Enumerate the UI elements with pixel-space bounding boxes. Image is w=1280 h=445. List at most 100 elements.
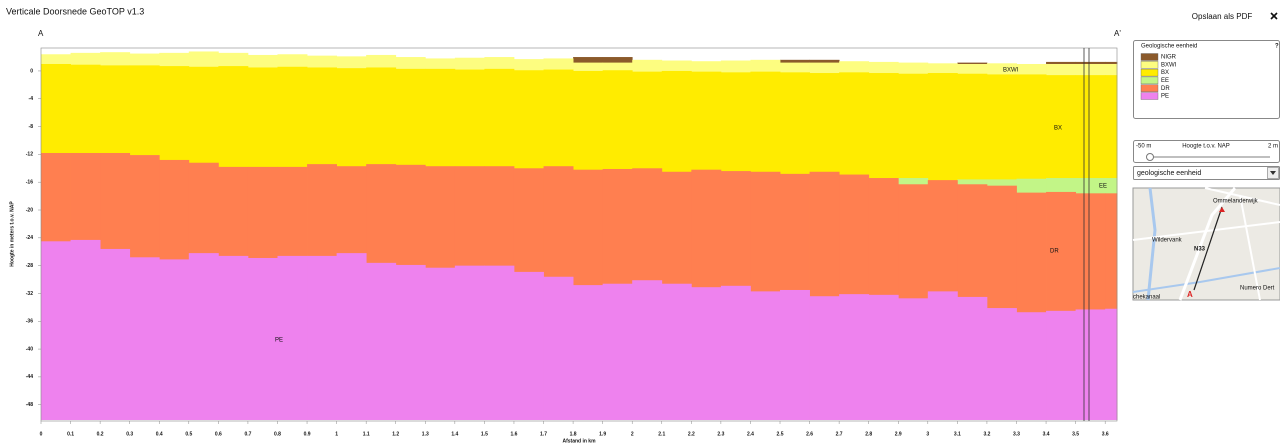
legend-swatch bbox=[1141, 85, 1158, 92]
x-tick-label: 1 bbox=[335, 431, 338, 437]
x-tick-label: 3.5 bbox=[1072, 431, 1079, 437]
unit-label: BXWI bbox=[1003, 68, 1019, 74]
x-tick-label: 2.3 bbox=[717, 431, 724, 437]
layer-column bbox=[721, 286, 751, 420]
layer-column bbox=[218, 256, 248, 420]
x-tick-label: 1.1 bbox=[363, 431, 370, 437]
y-tick-label: -20 bbox=[26, 207, 33, 213]
x-tick-label: 1.5 bbox=[481, 431, 488, 437]
x-tick-label: 1.7 bbox=[540, 431, 547, 437]
x-tick-label: 1.4 bbox=[451, 431, 458, 437]
app: Verticale Doorsnede GeoTOP v1.3 Opslaan … bbox=[0, 0, 1280, 445]
layer-column bbox=[1016, 312, 1046, 420]
layer-column bbox=[484, 266, 514, 420]
legend-label: DR bbox=[1161, 86, 1170, 92]
slider-label: Hoogte t.o.v. NAP bbox=[1182, 144, 1230, 150]
x-tick-label: 2 bbox=[631, 431, 634, 437]
layer-column bbox=[573, 285, 603, 420]
layer-column bbox=[780, 290, 810, 420]
legend-label: BXWI bbox=[1161, 62, 1177, 68]
map-label: A bbox=[1187, 290, 1193, 299]
y-tick-label: -12 bbox=[26, 152, 33, 158]
layer-column bbox=[928, 291, 958, 420]
layer-column bbox=[632, 280, 662, 420]
layer-column bbox=[366, 263, 396, 420]
x-tick-label: 0.6 bbox=[215, 431, 222, 437]
x-tick-label: 0.2 bbox=[97, 431, 104, 437]
layer-column bbox=[544, 277, 574, 420]
x-tick-label: 3.3 bbox=[1013, 431, 1020, 437]
legend-title: Geologische eenheid bbox=[1141, 44, 1197, 50]
layer-column bbox=[41, 241, 71, 420]
layer-column bbox=[662, 284, 692, 420]
x-tick-label: 0.5 bbox=[185, 431, 192, 437]
legend-swatch bbox=[1141, 61, 1158, 68]
layer-column bbox=[1046, 311, 1076, 420]
y-tick-label: -36 bbox=[26, 319, 33, 325]
slider-handle[interactable] bbox=[1147, 154, 1154, 161]
map-label: N33 bbox=[1194, 247, 1206, 253]
map-label: Ommelanderwijk bbox=[1213, 199, 1259, 205]
x-tick-label: 0.9 bbox=[304, 431, 311, 437]
layer-column bbox=[810, 296, 840, 420]
unit-label: PE bbox=[275, 338, 283, 344]
x-tick-label: 2.5 bbox=[777, 431, 784, 437]
x-tick-label: 1.3 bbox=[422, 431, 429, 437]
layer-column bbox=[159, 259, 189, 420]
y-tick-label: -48 bbox=[26, 402, 33, 408]
save-pdf-button[interactable]: Opslaan als PDF bbox=[1192, 12, 1253, 21]
x-tick-label: 2.9 bbox=[895, 431, 902, 437]
y-tick-label: -24 bbox=[26, 235, 33, 241]
help-button[interactable]: ? bbox=[1275, 44, 1279, 50]
map: Ommelanderwijk Wildervank N33 Numero Der… bbox=[1133, 188, 1280, 301]
map-label: Wildervank bbox=[1152, 238, 1183, 244]
unit-label: BX bbox=[1054, 126, 1062, 132]
layer-column bbox=[957, 297, 987, 420]
y-tick-label: -16 bbox=[26, 180, 33, 186]
layer-column bbox=[1076, 309, 1106, 420]
layer-column bbox=[248, 258, 278, 420]
x-tick-label: 0.3 bbox=[126, 431, 133, 437]
close-button[interactable] bbox=[1271, 13, 1277, 19]
x-tick-label: 2.2 bbox=[688, 431, 695, 437]
layer-column bbox=[100, 249, 130, 420]
y-axis-title: Hoogte in meters t.o.v. NAP bbox=[9, 201, 15, 267]
x-tick-label: 3 bbox=[926, 431, 929, 437]
legend-label: BX bbox=[1161, 70, 1169, 76]
layer-column bbox=[189, 253, 219, 420]
dropdown-value: geologische eenheid bbox=[1137, 170, 1201, 177]
x-tick-label: 0.1 bbox=[67, 431, 74, 437]
x-tick-label: 2.1 bbox=[658, 431, 665, 437]
x-tick-label: 2.6 bbox=[806, 431, 813, 437]
x-axis-title: Afstand in km bbox=[562, 438, 596, 444]
layer-column bbox=[1105, 309, 1117, 420]
y-tick-label: 0 bbox=[30, 68, 33, 74]
layer-column bbox=[337, 253, 367, 420]
x-tick-label: 1.8 bbox=[570, 431, 577, 437]
layer-column bbox=[396, 265, 426, 420]
layer-column bbox=[691, 287, 721, 420]
x-tick-label: 3.1 bbox=[954, 431, 961, 437]
x-tick-label: 0.4 bbox=[156, 431, 163, 437]
x-tick-label: 2.7 bbox=[836, 431, 843, 437]
layer-column bbox=[603, 284, 633, 420]
y-tick-label: -8 bbox=[29, 124, 34, 130]
unit-label: EE bbox=[1099, 184, 1107, 190]
plot-area bbox=[41, 51, 1117, 420]
layer-column bbox=[869, 295, 899, 420]
section-end-label: A' bbox=[1114, 29, 1121, 38]
x-tick-label: 1.6 bbox=[510, 431, 517, 437]
layer-column bbox=[130, 257, 160, 420]
legend-swatch bbox=[1141, 77, 1158, 84]
x-tick-label: 3.6 bbox=[1102, 431, 1109, 437]
legend-label: EE bbox=[1161, 78, 1169, 84]
x-tick-label: 1.2 bbox=[392, 431, 399, 437]
x-tick-label: 2.4 bbox=[747, 431, 754, 437]
page-title: Verticale Doorsnede GeoTOP v1.3 bbox=[6, 6, 144, 16]
slider-min-label: -50 m bbox=[1136, 144, 1151, 150]
layer-column bbox=[898, 298, 928, 420]
x-tick-label: 3.4 bbox=[1043, 431, 1050, 437]
layer-column bbox=[750, 291, 780, 420]
x-tick-label: 0 bbox=[40, 431, 43, 437]
legend-swatch bbox=[1141, 93, 1158, 100]
